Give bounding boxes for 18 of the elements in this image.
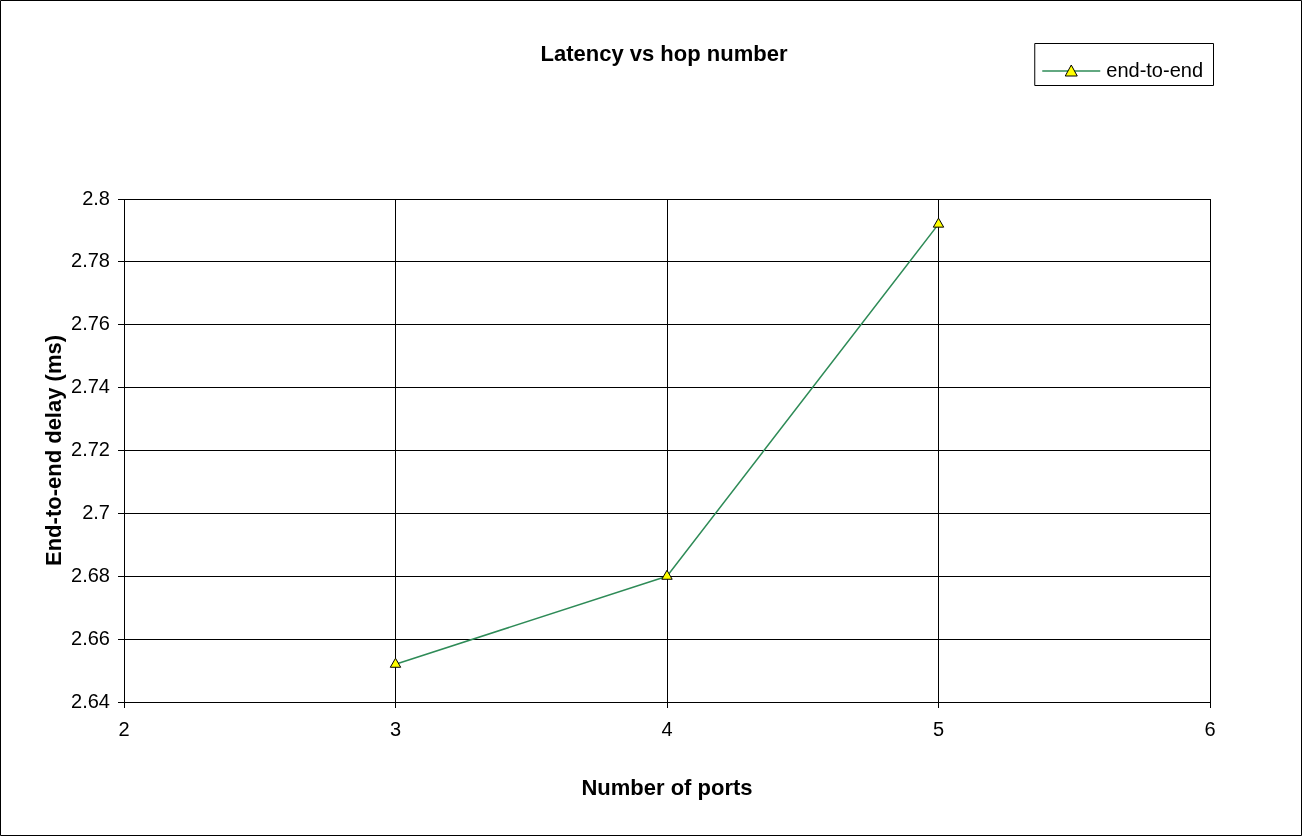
y-tick-label: 2.66 xyxy=(71,626,110,649)
y-tick-label: 2.74 xyxy=(71,375,110,398)
y-tick-label: 2.7 xyxy=(82,500,110,523)
y-tick-label: 2.64 xyxy=(71,689,110,712)
y-tick-label: 2.76 xyxy=(71,312,110,335)
y-tick-label: 2.78 xyxy=(71,249,110,272)
y-tick-label: 2.72 xyxy=(71,438,110,461)
x-tick-label: 2 xyxy=(118,717,130,740)
x-tick-label: 4 xyxy=(661,717,673,740)
x-tick-label: 6 xyxy=(1204,717,1216,740)
x-tick-label: 5 xyxy=(932,717,945,740)
y-axis-title: End-to-end delay (ms) xyxy=(41,334,67,567)
chart-title: Latency vs hop number xyxy=(540,41,788,67)
x-tick-label: 3 xyxy=(389,717,402,740)
y-tick-label: 2.68 xyxy=(71,563,110,586)
x-axis-title: Number of ports xyxy=(581,774,753,800)
legend-label: end-to-end xyxy=(1106,58,1204,81)
y-tick-label: 2.8 xyxy=(82,186,110,209)
